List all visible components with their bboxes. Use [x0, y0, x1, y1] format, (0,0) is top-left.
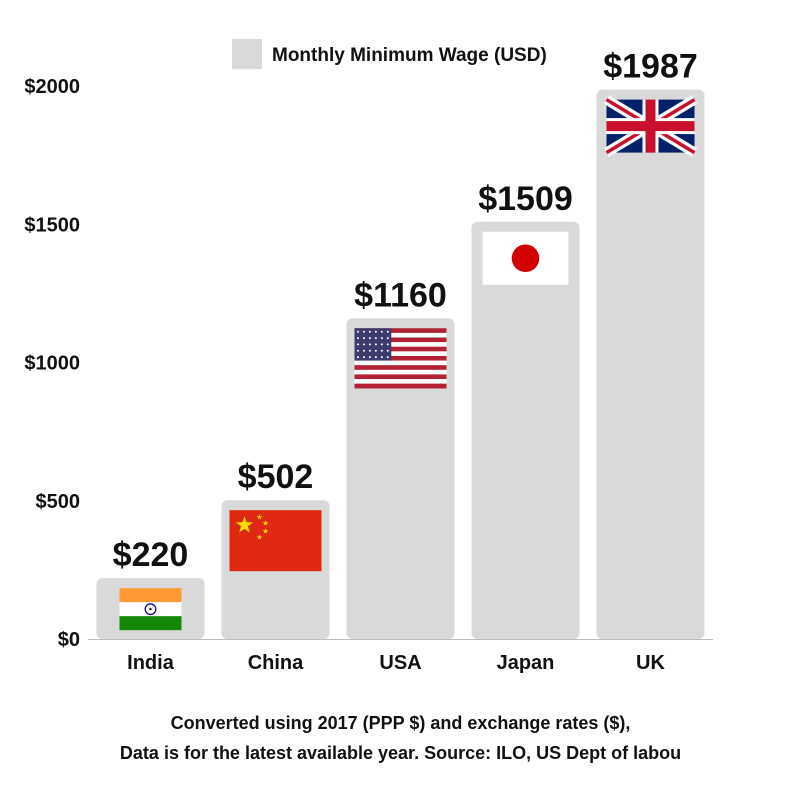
bar-group-india: $220 India: [96, 536, 205, 674]
category-label: China: [248, 652, 304, 674]
y-tick-label: $1500: [24, 214, 80, 236]
bar-usa: [346, 318, 455, 639]
legend: Monthly Minimum Wage (USD): [232, 39, 547, 69]
legend-swatch: [232, 39, 262, 69]
bar-group-japan: $1509 Japan: [471, 180, 580, 674]
bar-japan: [471, 221, 580, 639]
bar-chart: $0 $500 $1000 $1500 $2000 $220 India $502 China…: [24, 39, 713, 674]
value-label: $1987: [603, 48, 698, 86]
usa-flag-icon: [354, 328, 447, 389]
value-label: $1509: [478, 180, 573, 218]
bar-uk: [596, 89, 705, 640]
bar-group-china: $502 China: [221, 458, 330, 674]
bar-group-usa: $1160 USA: [346, 276, 455, 674]
category-label: Japan: [497, 652, 555, 674]
y-axis: $0 $500 $1000 $1500 $2000: [24, 76, 713, 651]
uk-flag-icon: [603, 95, 698, 157]
y-tick-label: $2000: [24, 76, 80, 98]
category-label: UK: [636, 652, 665, 674]
y-tick-label: $1000: [24, 353, 80, 375]
legend-label: Monthly Minimum Wage (USD): [272, 45, 547, 66]
y-tick-label: $0: [58, 629, 80, 651]
bars: $220 India $502 China $1160 USA $1509 Japan $198…: [96, 48, 705, 674]
y-tick-label: $500: [36, 491, 81, 513]
category-label: India: [127, 652, 175, 674]
footnote-line-2: Data is for the latest available year. S…: [119, 743, 682, 763]
bar-group-uk: $1987 UK: [596, 48, 705, 674]
category-label: USA: [379, 652, 421, 674]
china-flag-icon: [229, 510, 322, 572]
india-flag-icon: [119, 588, 182, 631]
value-label: $502: [238, 458, 314, 496]
footnote-line-1: Converted using 2017 (PPP $) and exchang…: [170, 713, 631, 733]
japan-flag-icon: [482, 231, 569, 285]
value-label: $220: [113, 536, 189, 574]
value-label: $1160: [354, 276, 447, 314]
